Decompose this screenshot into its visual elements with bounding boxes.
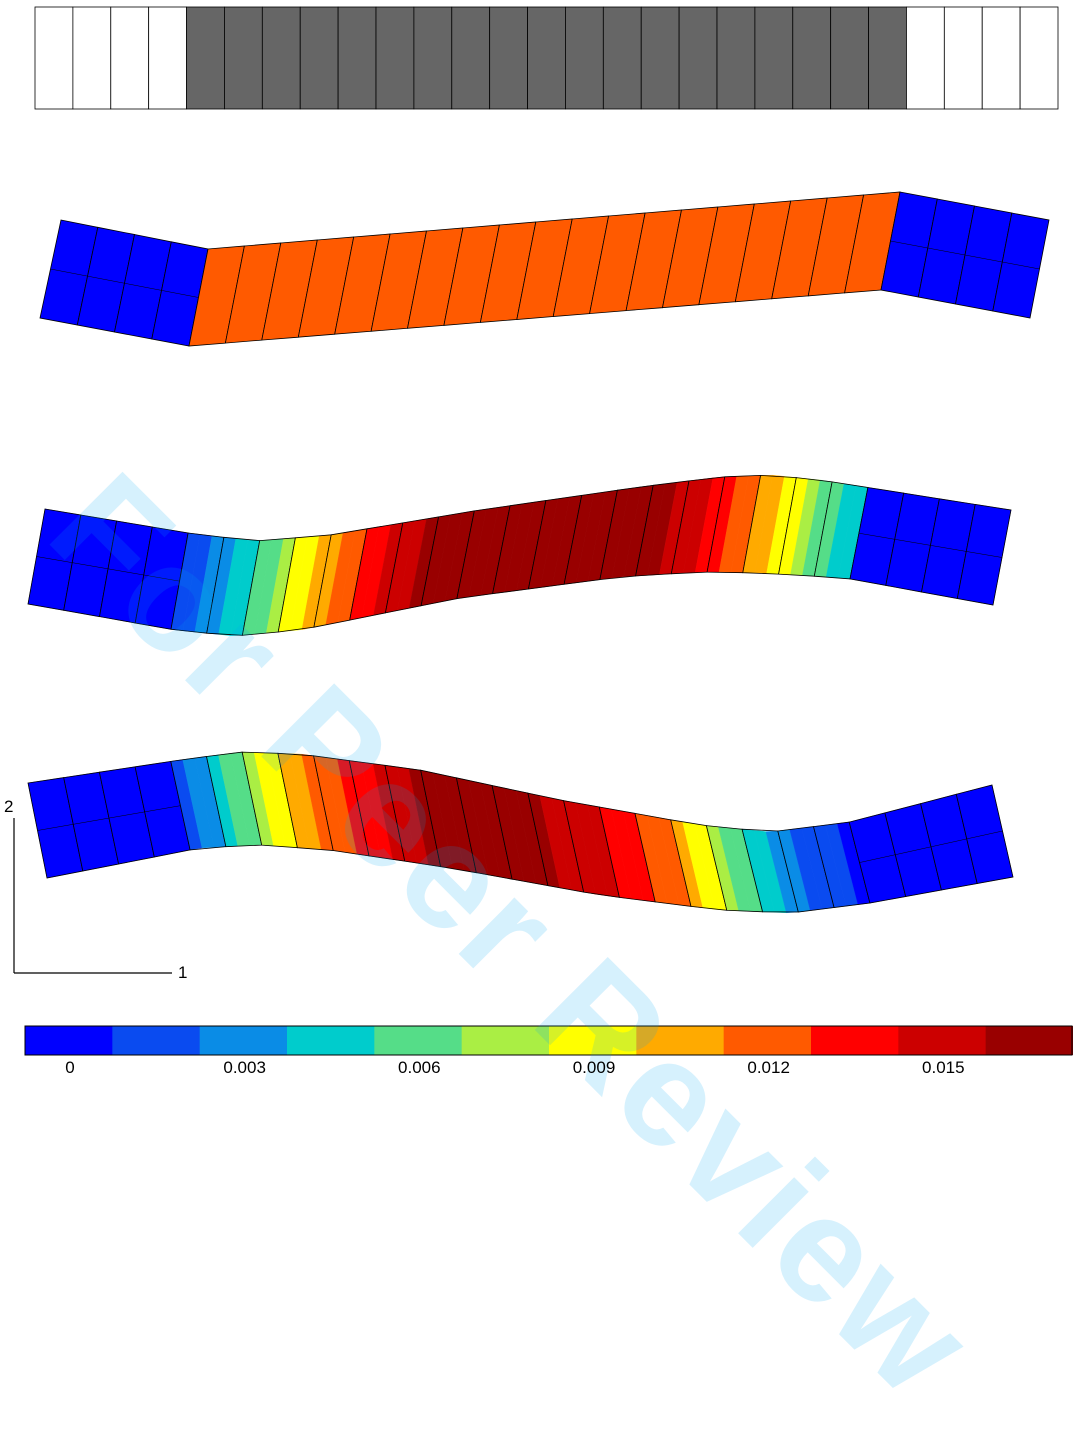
mesh-element [981, 6, 1021, 110]
mesh-element [299, 6, 339, 110]
colorbar-swatch [112, 1026, 201, 1055]
mesh-element [337, 6, 377, 110]
mesh-element [868, 6, 907, 110]
beam-subdivision [107, 568, 144, 576]
colorbar-swatch [549, 1026, 637, 1055]
s-shaped-beam-panel [27, 474, 1012, 636]
mesh-element [186, 6, 225, 110]
beam-element [956, 503, 1012, 606]
mesh-element [1019, 6, 1059, 110]
colorbar-frame [24, 1025, 1073, 1056]
beam-subdivision [143, 574, 180, 582]
mesh-element [906, 6, 945, 110]
mesh-element [413, 6, 453, 110]
colorbar-swatch [25, 1026, 113, 1055]
colorbar-swatch [636, 1026, 725, 1055]
mesh-element [716, 6, 756, 110]
beam-element [955, 784, 1014, 884]
mesh-element [224, 6, 263, 110]
beam-subdivision [36, 556, 73, 563]
colorbar-tick-label: 0.006 [398, 1058, 441, 1077]
beam-subdivision [930, 545, 967, 552]
beam-subdivision [144, 805, 181, 813]
mesh-element [678, 6, 718, 110]
beam-subdivision [894, 539, 931, 546]
mesh-element [602, 6, 642, 110]
mesh-element [261, 6, 301, 110]
beam-subdivision [37, 824, 74, 831]
beam-subdivision [930, 838, 967, 848]
colorbar-swatch [811, 1026, 899, 1055]
beam-subdivision [890, 240, 928, 249]
colorbar-swatch [461, 1026, 550, 1055]
colorbar [24, 1025, 1073, 1056]
colorbar-tick-label: 0.012 [747, 1058, 790, 1077]
uniform-strain-beam-panel [39, 191, 1050, 347]
mesh-element [527, 6, 566, 110]
mesh-element [34, 6, 74, 110]
mesh-element [792, 6, 832, 110]
double-wave-beam-panel [27, 751, 1014, 914]
colorbar-swatch [374, 1026, 463, 1055]
axis-1-label: 1 [178, 963, 188, 982]
mesh-element [72, 6, 112, 110]
mesh-element [148, 6, 187, 110]
colorbar-tick-label: 0.009 [572, 1058, 616, 1077]
mesh-element [943, 6, 983, 110]
beam-subdivision [72, 562, 109, 570]
colorbar-tick-label: 0 [65, 1058, 75, 1077]
beam-subdivision [927, 247, 966, 256]
beam-subdivision [859, 854, 896, 863]
mesh-element [375, 6, 415, 110]
colorbar-swatch [985, 1026, 1073, 1055]
beam-subdivision [124, 283, 162, 291]
beam-subdivision [1002, 261, 1040, 270]
mesh-element [830, 6, 869, 110]
beam-subdivision [966, 830, 1003, 840]
colorbar-tick-label: 0.003 [223, 1058, 266, 1077]
colorbar-swatch [199, 1026, 288, 1055]
beam-subdivision [161, 290, 199, 298]
colorbar-swatch [723, 1026, 812, 1055]
beam-subdivision [966, 551, 1003, 558]
colorbar-swatch [898, 1026, 987, 1055]
beam-subdivision [73, 817, 110, 825]
beam-subdivision [858, 532, 895, 540]
beam-subdivision [964, 254, 1003, 263]
figure-canvas [13, 6, 1073, 1056]
beam-subdivision [50, 268, 88, 277]
coordinate-axes [13, 818, 172, 974]
colorbar-tick-label: 0.015 [922, 1058, 965, 1077]
beam-subdivision [87, 275, 125, 284]
colorbar-swatch [287, 1026, 375, 1055]
mesh-element [489, 6, 528, 110]
axis-2-label: 2 [4, 797, 14, 816]
mesh-element [110, 6, 150, 110]
beam-subdivision [895, 846, 932, 855]
mesh-element [565, 6, 604, 110]
undeformed-mesh-panel [34, 6, 1059, 110]
beam-subdivision [108, 811, 145, 819]
mesh-element [754, 6, 794, 110]
mesh-element [640, 6, 680, 110]
mesh-element [451, 6, 491, 110]
